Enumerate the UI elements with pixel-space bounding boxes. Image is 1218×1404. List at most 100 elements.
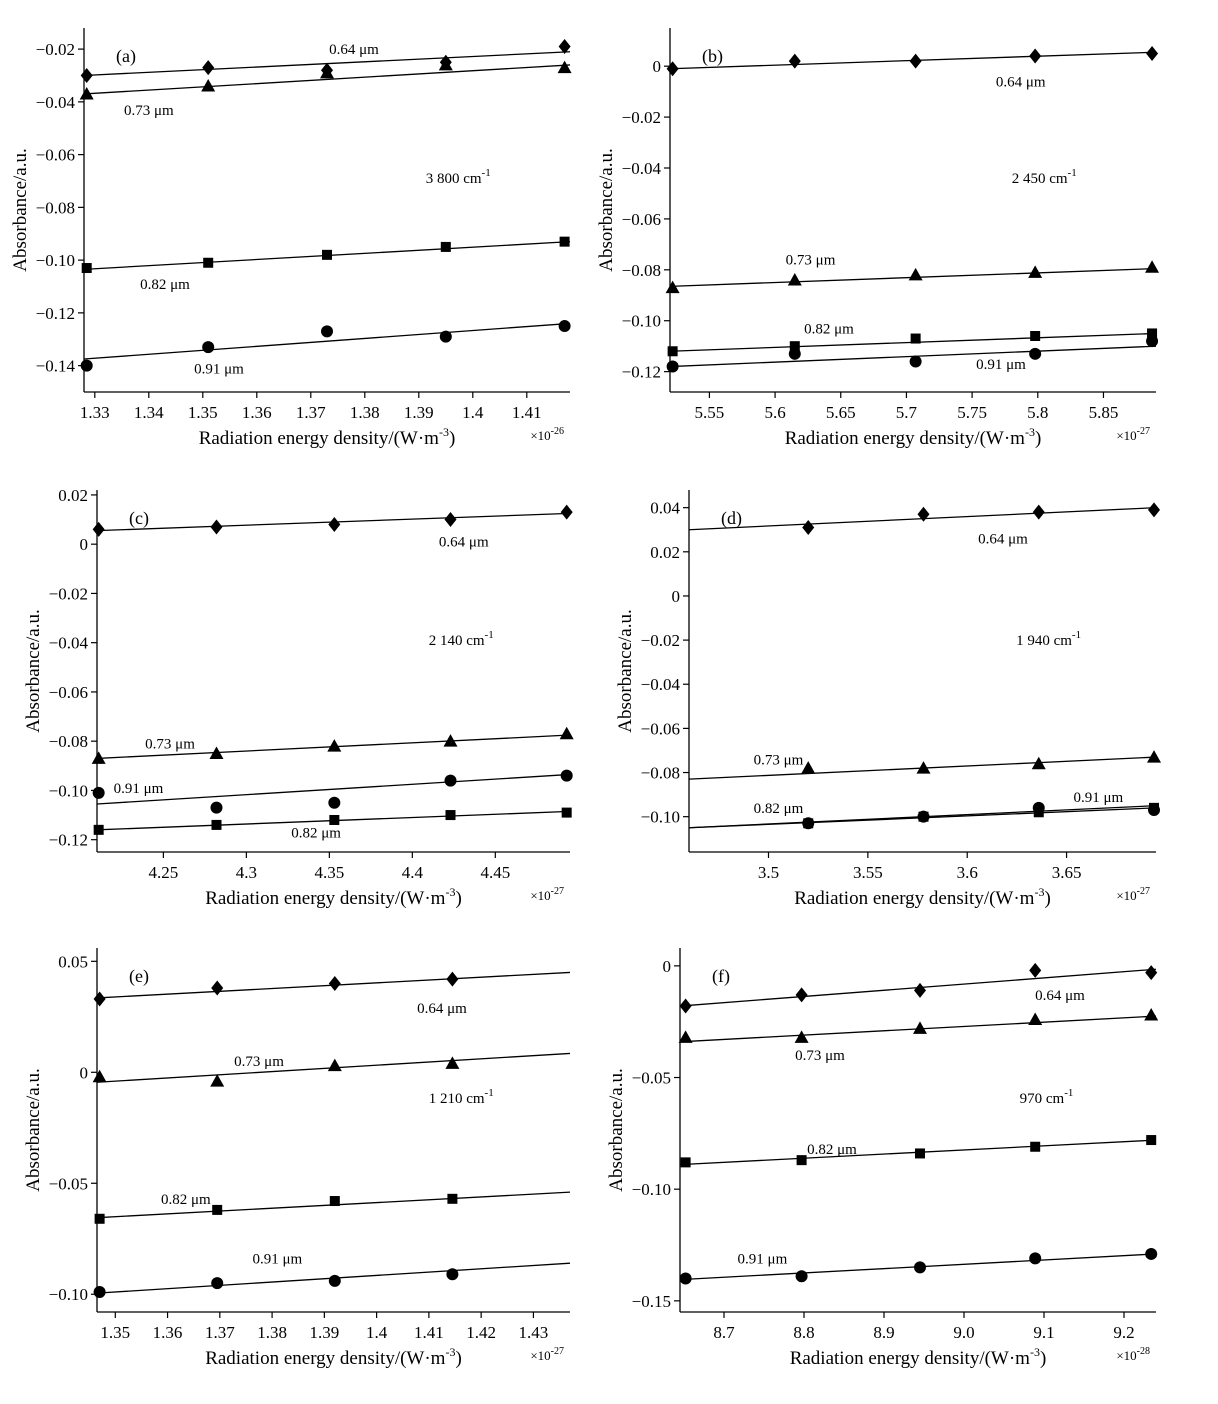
- fit-line: [83, 322, 571, 360]
- x-tick-label: 1.38: [257, 1323, 287, 1342]
- series-label: 0.64 μm: [978, 532, 1028, 548]
- panel-a: −0.14 −0.12 −0.10 −0.08 −0.06 −0.04 −0.02 1.33 1…: [10, 28, 572, 449]
- wavenumber-annotation: 970 cm-1: [1020, 1087, 1074, 1107]
- x-axis-title-exponent: -3: [1034, 885, 1044, 899]
- x-axis-title-text: Radiation energy density/(W·m: [790, 1348, 1030, 1369]
- y-tick-label: −0.12: [49, 831, 88, 850]
- triangle-marker: [1145, 260, 1160, 273]
- triangle-marker: [327, 1058, 342, 1072]
- diamond-marker: [560, 504, 573, 520]
- x-axis-multiplier: ×10-27: [530, 1346, 564, 1363]
- square-marker: [447, 1193, 458, 1204]
- triangle-marker: [1028, 265, 1043, 278]
- y-tick-label: 0.05: [58, 952, 88, 971]
- panel-label: (c): [129, 508, 149, 529]
- circle-marker: [92, 786, 105, 799]
- square-marker: [211, 819, 222, 830]
- x-axis-title-end: ): [1044, 888, 1050, 909]
- y-tick-label: −0.14: [36, 357, 76, 376]
- x-tick-label: 1.35: [188, 403, 218, 422]
- circle-marker: [210, 801, 223, 814]
- y-tick-label: −0.06: [641, 719, 680, 738]
- y-tick-label: −0.02: [49, 584, 88, 603]
- square-marker: [803, 818, 814, 829]
- y-tick-label: −0.05: [632, 1069, 671, 1088]
- wavenumber-value: 2 140 cm: [429, 633, 485, 649]
- series-label: 0.91 μm: [114, 781, 164, 797]
- wavenumber-value: 3 800 cm: [426, 171, 482, 187]
- square-marker: [1030, 331, 1041, 341]
- triangle-marker: [559, 726, 574, 740]
- series-label: 0.82 μm: [140, 277, 190, 293]
- y-tick-label: 0: [663, 957, 672, 976]
- x-tick-label: 1.41: [414, 1323, 444, 1342]
- y-tick-label: −0.12: [36, 304, 75, 323]
- x-axis-title-text: Radiation energy density/(W·m: [205, 888, 445, 909]
- x-tick-label: 1.34: [134, 403, 164, 422]
- x-tick-label: 5.75: [957, 403, 987, 422]
- x-axis-multiplier-base: ×10: [1116, 428, 1136, 443]
- wavenumber-value: 970 cm: [1020, 1091, 1065, 1107]
- y-tick-label: −0.06: [36, 146, 75, 165]
- series-label: 0.82 μm: [291, 825, 341, 841]
- triangle-marker: [1144, 1007, 1159, 1021]
- series-label: 0.73 μm: [234, 1054, 284, 1070]
- series-label: 0.91 μm: [194, 361, 244, 377]
- x-axis-title-end: ): [455, 888, 461, 909]
- series-label: 0.91 μm: [738, 1251, 788, 1267]
- x-tick-label: 9.0: [953, 1323, 974, 1342]
- panel-c: −0.12 −0.10 −0.08 −0.06 −0.04 −0.02 0 0.02 4.25 4…: [23, 486, 574, 909]
- diamond-marker: [210, 519, 223, 535]
- diamond-marker: [679, 998, 692, 1014]
- x-axis-title: Radiation energy density/(W·m-3): [199, 425, 456, 449]
- x-axis-multiplier-base: ×10: [1116, 888, 1136, 903]
- wavenumber-exponent: -1: [1072, 629, 1081, 641]
- triangle-marker: [327, 739, 342, 752]
- x-axis-title: Radiation energy density/(W·m-3): [794, 885, 1051, 909]
- x-axis-multiplier: ×10-26: [530, 426, 564, 443]
- wavenumber-exponent: -1: [485, 1087, 494, 1099]
- series-label: 0.64 μm: [417, 1001, 467, 1017]
- y-tick-label: −0.06: [49, 683, 88, 702]
- wavenumber-annotation: 1 940 cm-1: [1016, 629, 1081, 649]
- series-triangle: 0.73 μm: [79, 57, 572, 119]
- series-circle: 0.91 μm: [93, 1252, 571, 1299]
- diamond-marker: [1146, 45, 1159, 61]
- x-axis-multiplier-base: ×10: [1116, 1348, 1136, 1363]
- circle-marker: [666, 360, 679, 373]
- x-axis-title-text: Radiation energy density/(W·m: [199, 428, 439, 449]
- x-tick-label: 4.3: [236, 863, 257, 882]
- series-label: 0.91 μm: [1074, 790, 1124, 806]
- y-axis-title: Absorbance/a.u.: [615, 609, 636, 732]
- diamond-marker: [558, 38, 571, 54]
- series-label: 0.64 μm: [329, 42, 379, 58]
- x-axis-multiplier-base: ×10: [530, 1348, 550, 1363]
- x-tick-label: 5.55: [695, 403, 725, 422]
- x-axis-title: Radiation energy density/(W·m-3): [205, 1345, 462, 1369]
- y-tick-label: −0.12: [622, 363, 661, 382]
- circle-marker: [795, 1270, 808, 1283]
- series-label: 0.73 μm: [754, 752, 804, 768]
- wavenumber-value: 2 450 cm: [1012, 171, 1068, 187]
- triangle-marker: [801, 761, 816, 774]
- diamond-marker: [328, 976, 341, 992]
- square-marker: [203, 257, 214, 268]
- triangle-marker: [320, 65, 334, 79]
- x-tick-label: 1.36: [242, 403, 272, 422]
- wavenumber-exponent: -1: [1064, 1087, 1073, 1099]
- panel-label: (a): [116, 46, 136, 67]
- series-circle: 0.91 μm: [679, 1247, 1158, 1285]
- series-triangle: 0.73 μm: [678, 1007, 1159, 1064]
- wavenumber-exponent: -1: [485, 629, 494, 641]
- square-marker: [93, 824, 104, 835]
- series-label: 0.64 μm: [439, 535, 489, 551]
- series-diamond: 0.64 μm: [688, 502, 1161, 548]
- x-axis-multiplier-base: ×10: [530, 428, 550, 443]
- x-tick-label: 5.8: [1027, 403, 1048, 422]
- y-tick-label: −0.02: [36, 40, 75, 59]
- x-axis-multiplier: ×10-27: [1116, 426, 1150, 443]
- wavenumber-annotation: 3 800 cm-1: [426, 167, 491, 187]
- y-tick-label: −0.08: [49, 732, 88, 751]
- y-tick-label: −0.10: [49, 781, 88, 800]
- circle-marker: [788, 347, 801, 360]
